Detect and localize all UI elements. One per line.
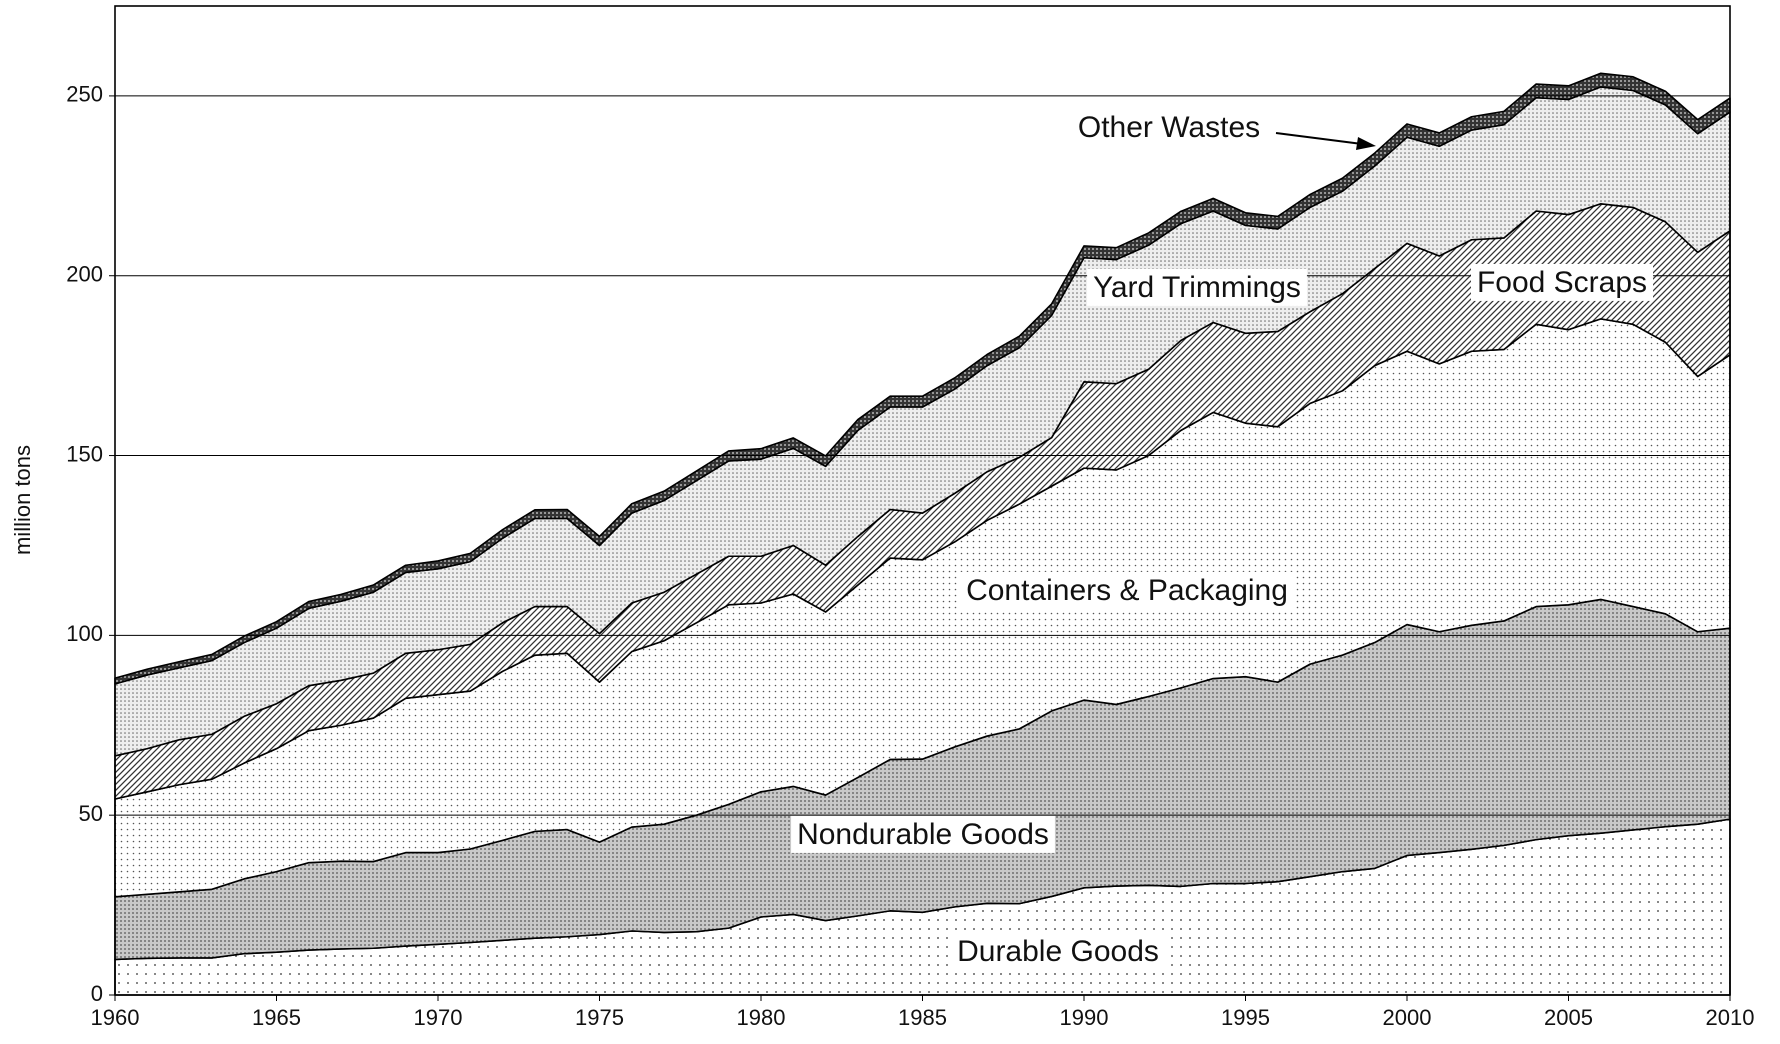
x-tick-label: 2005 <box>1544 1005 1593 1030</box>
y-tick-label: 200 <box>66 262 103 287</box>
label-bg <box>951 932 1165 970</box>
label-bg <box>791 815 1055 853</box>
series-label: Food Scraps <box>1477 266 1647 299</box>
x-tick-label: 1990 <box>1060 1005 1109 1030</box>
arrow-shaft <box>1275 132 1363 145</box>
x-tick-label: 2000 <box>1383 1005 1432 1030</box>
series-label: Other Wastes <box>1078 111 1260 144</box>
label-bg <box>960 571 1294 609</box>
y-tick-label: 0 <box>91 981 103 1006</box>
y-tick-label: 100 <box>66 621 103 646</box>
y-tick-label: 50 <box>79 801 103 826</box>
x-tick-label: 1985 <box>898 1005 947 1030</box>
y-axis-label: million tons <box>10 445 35 555</box>
x-tick-label: 1960 <box>91 1005 140 1030</box>
y-tick-label: 150 <box>66 441 103 466</box>
y-tick-label: 250 <box>66 82 103 107</box>
series-label: Durable Goods <box>957 935 1159 968</box>
label-bg <box>1087 268 1307 306</box>
series-label: Yard Trimmings <box>1093 271 1301 304</box>
x-tick-label: 2010 <box>1706 1005 1755 1030</box>
arrow-head <box>1356 137 1376 150</box>
x-tick-label: 1965 <box>252 1005 301 1030</box>
label-bg <box>1470 263 1654 301</box>
plot-frame <box>114 5 1731 996</box>
x-tick-label: 1970 <box>414 1005 463 1030</box>
x-tick-label: 1980 <box>737 1005 786 1030</box>
x-tick-label: 1975 <box>575 1005 624 1030</box>
series-label: Nondurable Goods <box>797 818 1049 851</box>
series-label: Containers & Packaging <box>966 574 1288 607</box>
x-tick-label: 1995 <box>1221 1005 1270 1030</box>
